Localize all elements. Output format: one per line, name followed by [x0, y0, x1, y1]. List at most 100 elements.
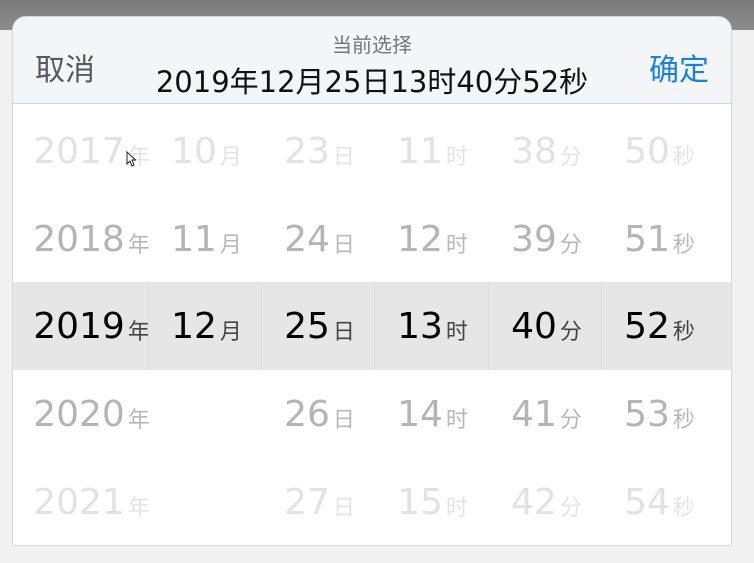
- second-value: 52: [624, 305, 670, 347]
- year-value: 2018: [33, 218, 125, 260]
- minute-option[interactable]: 39 分: [490, 195, 603, 283]
- second-value: 53: [624, 393, 670, 435]
- hour-option[interactable]: 12 时: [376, 195, 489, 283]
- year-unit-label: 年: [127, 408, 150, 433]
- day-unit-label: 日: [332, 320, 355, 345]
- month-value: 12: [171, 305, 217, 347]
- hour-unit-label: 时: [445, 145, 468, 170]
- hour-value: 15: [397, 481, 443, 523]
- day-unit-label: 日: [332, 408, 355, 433]
- year-value: 2020: [33, 393, 125, 435]
- hour-unit-label: 时: [445, 408, 468, 433]
- day-option[interactable]: 24 日: [263, 195, 376, 283]
- hour-value: 13: [397, 305, 443, 347]
- hour-value: 14: [397, 393, 443, 435]
- day-option[interactable]: 23 日: [263, 107, 376, 195]
- second-option[interactable]: 54 秒: [603, 458, 716, 545]
- hour-value: 11: [397, 130, 443, 172]
- current-selection-value: 2019年12月25日13时40分52秒: [155, 65, 589, 99]
- confirm-button[interactable]: 确定: [649, 53, 709, 88]
- column-divider: [148, 282, 149, 370]
- month-unit-label: 月: [219, 320, 242, 345]
- month-unit-label: 月: [219, 145, 242, 170]
- day-option[interactable]: 27 日: [263, 458, 376, 545]
- second-option[interactable]: 53 秒: [603, 370, 716, 458]
- second-option-selected[interactable]: 52 秒: [603, 282, 716, 370]
- minute-option[interactable]: 42 分: [490, 458, 603, 545]
- column-divider: [261, 282, 262, 370]
- minute-value: 40: [511, 305, 557, 347]
- hour-unit-label: 时: [445, 320, 468, 345]
- hour-option[interactable]: 11 时: [376, 107, 489, 195]
- hour-option[interactable]: 14 时: [376, 370, 489, 458]
- second-option[interactable]: 50 秒: [603, 107, 716, 195]
- minute-value: 41: [511, 393, 557, 435]
- minute-unit-label: 分: [559, 408, 582, 433]
- wheel-column-year[interactable]: 2017 年 2018 年 2019 年 2020 年 2021 年: [33, 105, 150, 545]
- minute-value: 38: [511, 130, 557, 172]
- year-option[interactable]: 2017 年: [33, 107, 150, 195]
- year-option[interactable]: 2021 年: [33, 458, 150, 545]
- month-option[interactable]: 11 月: [150, 195, 263, 283]
- minute-unit-label: 分: [559, 496, 582, 521]
- year-value: 2019: [33, 305, 125, 347]
- wheel-column-minute[interactable]: 38 分 39 分 40 分 41 分 42 分: [490, 105, 603, 545]
- second-value: 54: [624, 481, 670, 523]
- month-unit-label: 月: [219, 233, 242, 258]
- hour-unit-label: 时: [445, 233, 468, 258]
- day-unit-label: 日: [332, 233, 355, 258]
- wheel-column-day[interactable]: 23 日 24 日 25 日 26 日 27 日: [263, 105, 376, 545]
- day-value: 23: [284, 130, 330, 172]
- column-divider: [488, 282, 489, 370]
- minute-value: 42: [511, 481, 557, 523]
- day-option-selected[interactable]: 25 日: [263, 282, 376, 370]
- second-unit-label: 秒: [672, 408, 695, 433]
- column-divider: [374, 282, 375, 370]
- wheel-column-second[interactable]: 50 秒 51 秒 52 秒 53 秒 54 秒: [603, 105, 716, 545]
- column-divider: [601, 282, 602, 370]
- minute-unit-label: 分: [559, 233, 582, 258]
- year-option[interactable]: 2018 年: [33, 195, 150, 283]
- year-unit-label: 年: [127, 320, 150, 345]
- year-option[interactable]: 2020 年: [33, 370, 150, 458]
- month-value: 10: [171, 130, 217, 172]
- second-unit-label: 秒: [672, 145, 695, 170]
- year-unit-label: 年: [127, 496, 150, 521]
- hour-option-selected[interactable]: 13 时: [376, 282, 489, 370]
- second-unit-label: 秒: [672, 233, 695, 258]
- hour-value: 12: [397, 218, 443, 260]
- wheel-area: 2017 年 2018 年 2019 年 2020 年 2021 年 10 月 11 月 12 月 23 日 24 日…: [13, 105, 731, 545]
- wheel-column-hour[interactable]: 11 时 12 时 13 时 14 时 15 时: [376, 105, 489, 545]
- day-unit-label: 日: [332, 145, 355, 170]
- day-value: 26: [284, 393, 330, 435]
- day-option[interactable]: 26 日: [263, 370, 376, 458]
- mouse-pointer-icon: [126, 151, 136, 167]
- second-unit-label: 秒: [672, 320, 695, 345]
- minute-value: 39: [511, 218, 557, 260]
- wheel-column-month[interactable]: 10 月 11 月 12 月: [150, 105, 263, 545]
- hour-option[interactable]: 15 时: [376, 458, 489, 545]
- day-value: 27: [284, 481, 330, 523]
- hour-unit-label: 时: [445, 496, 468, 521]
- minute-option-selected[interactable]: 40 分: [490, 282, 603, 370]
- month-value: 11: [171, 218, 217, 260]
- selected-row-band: [13, 282, 731, 370]
- year-unit-label: 年: [127, 233, 150, 258]
- datetime-picker: 取消 当前选择 2019年12月25日13时40分52秒 确定 2017 年 201…: [12, 16, 732, 546]
- second-value: 50: [624, 130, 670, 172]
- day-value: 25: [284, 305, 330, 347]
- second-unit-label: 秒: [672, 496, 695, 521]
- minute-unit-label: 分: [559, 145, 582, 170]
- current-selection-label: 当前选择: [332, 33, 412, 57]
- year-option-selected[interactable]: 2019 年: [33, 282, 150, 370]
- month-option[interactable]: 10 月: [150, 107, 263, 195]
- cancel-button[interactable]: 取消: [35, 53, 95, 88]
- minute-option[interactable]: 41 分: [490, 370, 603, 458]
- year-value: 2017: [33, 130, 125, 172]
- minute-option[interactable]: 38 分: [490, 107, 603, 195]
- second-option[interactable]: 51 秒: [603, 195, 716, 283]
- picker-header: 取消 当前选择 2019年12月25日13时40分52秒 确定: [13, 17, 731, 104]
- day-unit-label: 日: [332, 496, 355, 521]
- month-option-selected[interactable]: 12 月: [150, 282, 263, 370]
- minute-unit-label: 分: [559, 320, 582, 345]
